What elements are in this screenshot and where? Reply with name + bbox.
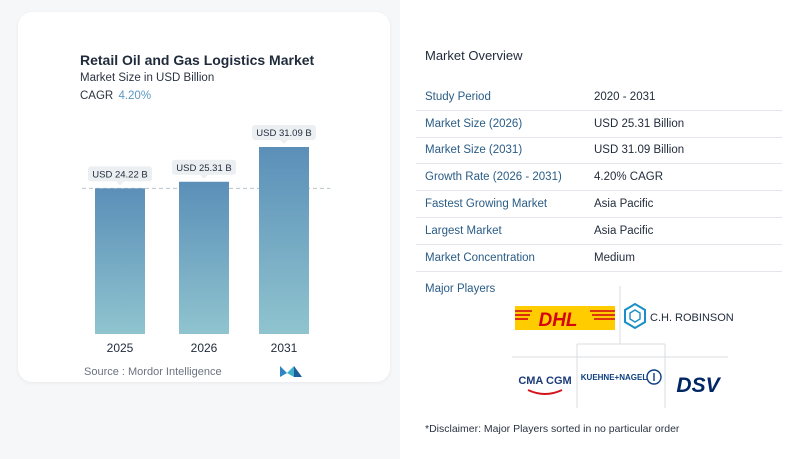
row-key: Growth Rate (2026 - 2031) bbox=[425, 171, 562, 184]
data-label: USD 31.09 B bbox=[256, 128, 311, 139]
overview-row: Fastest Growing Market Asia Pacific bbox=[416, 191, 782, 218]
row-value: 4.20% CAGR bbox=[594, 171, 664, 184]
row-value: 2020 - 2031 bbox=[594, 90, 656, 103]
row-key: Fastest Growing Market bbox=[425, 198, 548, 211]
overview-row: Largest Market Asia Pacific bbox=[416, 218, 782, 245]
x-tick-label: 2025 bbox=[107, 341, 134, 355]
major-players-label: Major Players bbox=[425, 283, 496, 295]
disclaimer: *Disclaimer: Major Players sorted in no … bbox=[425, 423, 680, 435]
cagr-label: CAGR bbox=[80, 90, 114, 102]
data-label-bg bbox=[252, 125, 316, 140]
overview-row: Study Period 2020 - 2031 bbox=[416, 84, 782, 111]
svg-text:DSV: DSV bbox=[676, 374, 721, 397]
row-value: Asia Pacific bbox=[594, 198, 654, 211]
chart-subtitle: Market Size in USD Billion bbox=[80, 72, 215, 84]
data-label-pointer bbox=[200, 174, 208, 179]
data-label: USD 24.22 B bbox=[92, 169, 147, 180]
svg-text:CMA CGM: CMA CGM bbox=[518, 375, 571, 387]
row-key: Study Period bbox=[425, 90, 491, 103]
cma-cgm-logo: CMA CGM bbox=[518, 375, 572, 395]
x-tick-label: 2026 bbox=[191, 341, 218, 355]
row-key: Market Size (2026) bbox=[425, 117, 523, 130]
bar-2026 bbox=[179, 181, 229, 334]
overview-panel bbox=[400, 0, 800, 459]
row-value: Medium bbox=[594, 251, 635, 264]
data-label-bg bbox=[172, 159, 236, 175]
cagr-value: 4.20% bbox=[118, 90, 152, 102]
svg-text:C.H. ROBINSON: C.H. ROBINSON bbox=[650, 312, 734, 324]
overview-title: Market Overview bbox=[425, 48, 523, 63]
bar-chart: USD 24.22 B 2025 USD 25.31 B 2026 USD 31.09 … bbox=[82, 125, 330, 355]
overview-table: Study Period 2020 - 2031 Market Size (20… bbox=[416, 84, 782, 272]
chart-title: Retail Oil and Gas Logistics Market bbox=[80, 52, 315, 68]
kuehne-nagel-logo: KUEHNE+NAGEL bbox=[581, 369, 662, 385]
row-key: Market Concentration bbox=[425, 251, 535, 264]
overview-row: Market Size (2026) USD 25.31 Billion bbox=[416, 111, 782, 138]
x-tick-label: 2031 bbox=[271, 341, 298, 355]
data-label: USD 25.31 B bbox=[176, 163, 231, 174]
ch-robinson-logo: C.H. ROBINSON bbox=[624, 302, 734, 330]
row-value: USD 25.31 Billion bbox=[594, 117, 685, 130]
dhl-logo: DHL bbox=[515, 306, 615, 331]
chart-source: Source : Mordor Intelligence bbox=[84, 366, 222, 378]
data-label-pointer bbox=[116, 181, 124, 186]
row-key: Market Size (2031) bbox=[425, 144, 523, 157]
row-value: USD 31.09 Billion bbox=[594, 144, 685, 157]
data-label-bg bbox=[88, 166, 152, 182]
bar-2031 bbox=[259, 147, 309, 334]
dsv-logo: DSV bbox=[676, 374, 721, 397]
bar-2025 bbox=[95, 188, 145, 334]
chart-cagr: CAGR 4.20% bbox=[80, 90, 151, 102]
svg-text:DHL: DHL bbox=[538, 310, 577, 331]
row-value: Asia Pacific bbox=[594, 224, 654, 237]
overview-row: Market Size (2031) USD 31.09 Billion bbox=[416, 138, 782, 165]
svg-text:KUEHNE+NAGEL: KUEHNE+NAGEL bbox=[581, 373, 648, 382]
row-key: Largest Market bbox=[425, 224, 502, 237]
overview-row: Growth Rate (2026 - 2031) 4.20% CAGR bbox=[416, 164, 782, 192]
data-label-pointer bbox=[280, 140, 288, 144]
mordor-intelligence-logo bbox=[280, 366, 302, 377]
overview-row: Market Concentration Medium bbox=[416, 245, 782, 272]
